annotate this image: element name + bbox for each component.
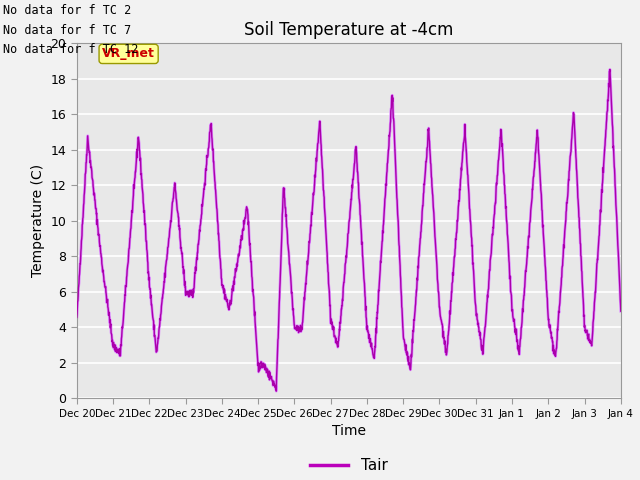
Text: VR_met: VR_met [102, 48, 155, 60]
Text: No data for f TC 12: No data for f TC 12 [3, 43, 139, 56]
Text: No data for f TC 7: No data for f TC 7 [3, 24, 131, 36]
X-axis label: Time: Time [332, 424, 366, 438]
Y-axis label: Temperature (C): Temperature (C) [31, 164, 45, 277]
Legend: Tair: Tair [304, 452, 394, 480]
Title: Soil Temperature at -4cm: Soil Temperature at -4cm [244, 21, 454, 39]
Text: No data for f TC 2: No data for f TC 2 [3, 4, 131, 17]
